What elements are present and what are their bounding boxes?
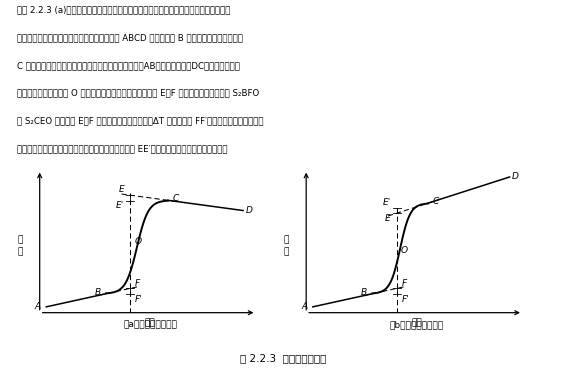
Text: O: O xyxy=(134,237,141,246)
Text: 度: 度 xyxy=(284,247,289,256)
Text: 如图 2.2.3 (a)，将燃烧前后历次记录的温度（此温度为相对値，即贝克曼温度计或数字: 如图 2.2.3 (a)，将燃烧前后历次记录的温度（此温度为相对値，即贝克曼温度… xyxy=(17,6,230,15)
Text: E: E xyxy=(385,214,391,223)
Text: D: D xyxy=(512,172,519,182)
Text: A: A xyxy=(301,302,307,311)
Text: F': F' xyxy=(135,294,143,304)
Text: 线延长，在燃烧期内过 O 点作一垂线使其分别与延长线交于 E、F 点。该垂线应使截面积 S₂BFO: 线延长，在燃烧期内过 O 点作一垂线使其分别与延长线交于 E、F 点。该垂线应使… xyxy=(17,89,259,98)
Text: F: F xyxy=(401,279,407,288)
Text: 引进的热量而造成量热计温度的升高，必须扣除之； EE′表示由于量热计向环境辐射出热量: 引进的热量而造成量热计温度的升高，必须扣除之； EE′表示由于量热计向环境辐射出… xyxy=(17,144,227,153)
Text: （a）维热稍差情况下: （a）维热稍差情况下 xyxy=(123,320,177,329)
Text: E': E' xyxy=(116,202,124,210)
Text: 时间: 时间 xyxy=(412,318,422,327)
Text: E: E xyxy=(119,185,124,194)
Text: A: A xyxy=(35,302,41,311)
Text: B: B xyxy=(361,288,367,297)
Text: F: F xyxy=(135,279,141,288)
Text: C 点为观察到的最高的温度读数点。分别作点燃之前（AB）和燃烧后期（DC）的切线并用虚: C 点为观察到的最高的温度读数点。分别作点燃之前（AB）和燃烧后期（DC）的切线… xyxy=(17,61,240,70)
Text: F': F' xyxy=(401,294,409,304)
Text: 温: 温 xyxy=(284,235,289,244)
Text: C: C xyxy=(433,197,439,206)
Text: C: C xyxy=(173,194,179,204)
Text: O: O xyxy=(401,246,408,255)
Text: E': E' xyxy=(382,198,391,207)
Text: 度: 度 xyxy=(17,247,23,256)
Text: D: D xyxy=(246,206,252,215)
Text: 式精密温差测量仪的读数）对时间作图，连成 ABCD 曲线。图中 B 点相当于开始燃烧之点，: 式精密温差测量仪的读数）对时间作图，连成 ABCD 曲线。图中 B 点相当于开始… xyxy=(17,33,243,42)
Text: 图 2.2.3  雷诺温度校正图: 图 2.2.3 雷诺温度校正图 xyxy=(240,353,327,363)
Text: 和 S₂CEO 相等，则 E、F 两点的温差即为校正后的ΔT 数値。图中 FF′表示由于环境辐射和搅拌: 和 S₂CEO 相等，则 E、F 两点的温差即为校正后的ΔT 数値。图中 FF′… xyxy=(17,116,264,125)
Text: B: B xyxy=(94,288,100,297)
Text: （b）维热良好情况下: （b）维热良好情况下 xyxy=(390,320,444,329)
Text: 时间: 时间 xyxy=(145,318,155,327)
Text: 温: 温 xyxy=(17,235,23,244)
